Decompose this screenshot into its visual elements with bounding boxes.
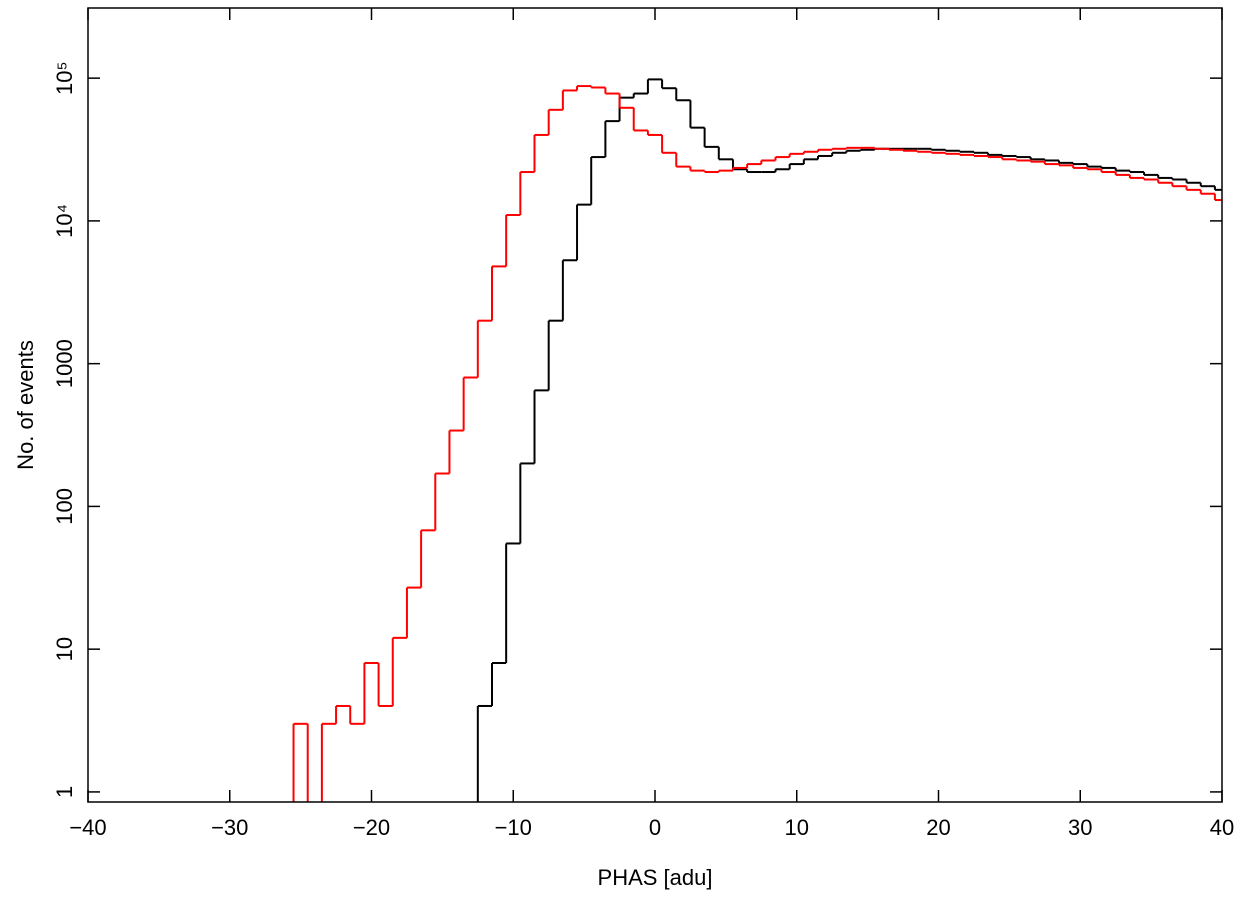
x-tick-label: 10 (785, 815, 809, 840)
x-tick-label: −10 (495, 815, 532, 840)
y-tick-label: 1 (52, 786, 77, 798)
plot-area (292, 78, 1222, 802)
frame (87, 7, 1223, 803)
y-tick-label: 10 (52, 637, 77, 661)
x-tick-label: −40 (69, 815, 106, 840)
y-tick-label: 100 (52, 488, 77, 525)
y-axis-label: No. of events (13, 340, 38, 470)
y-tick-label: 10⁴ (52, 204, 77, 238)
x-tick-label: −20 (353, 815, 390, 840)
x-tick-label: 30 (1068, 815, 1092, 840)
y-tick-label: 1000 (52, 339, 77, 388)
x-tick-label: 0 (649, 815, 661, 840)
x-tick-label: 20 (926, 815, 950, 840)
y-tick-label: 10⁵ (52, 61, 77, 95)
x-tick-label: 40 (1210, 815, 1234, 840)
x-tick-label: −30 (211, 815, 248, 840)
x-axis-label: PHAS [adu] (598, 865, 713, 890)
